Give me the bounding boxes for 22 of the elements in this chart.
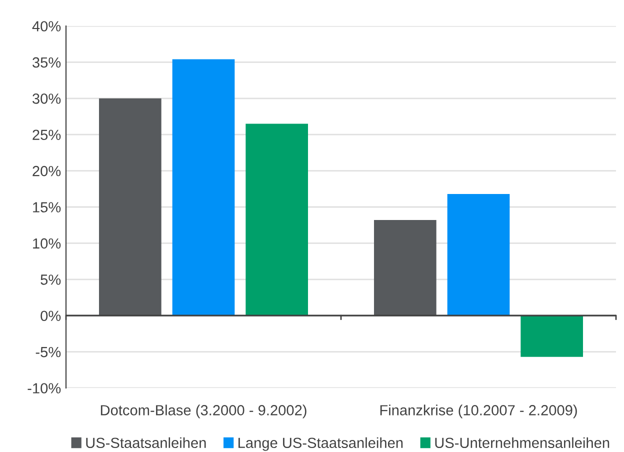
bar <box>172 59 235 316</box>
y-tick-label: -5% <box>36 346 61 358</box>
bar <box>99 98 162 316</box>
y-tick-label: 20% <box>32 166 61 176</box>
bar <box>374 220 436 316</box>
y-tick-label: 30% <box>32 94 61 104</box>
y-tick-label: 35% <box>32 57 61 68</box>
y-tick-label: 0% <box>40 310 61 322</box>
legend-label: US-Staatsanleihen <box>86 437 206 448</box>
legend-label: US-Unternehmensanleihen <box>435 437 610 448</box>
y-tick-label: 15% <box>33 202 61 212</box>
y-tick-label: 5% <box>40 274 61 285</box>
y-tick-label: 10% <box>33 238 61 249</box>
bar <box>246 124 308 316</box>
x-tick-label: Finanzkrise (10.2007 - 2.2009) <box>380 404 577 418</box>
y-tick-label: 40% <box>32 21 61 32</box>
y-tick-label: -10% <box>28 383 61 394</box>
bar <box>520 316 583 357</box>
bar <box>447 194 510 316</box>
legend-label: Lange US-Staatsanleihen <box>238 437 403 451</box>
x-tick-label: Dotcom-Blase (3.2000 - 9.2002) <box>100 404 306 418</box>
y-tick-label: 25% <box>32 130 61 140</box>
